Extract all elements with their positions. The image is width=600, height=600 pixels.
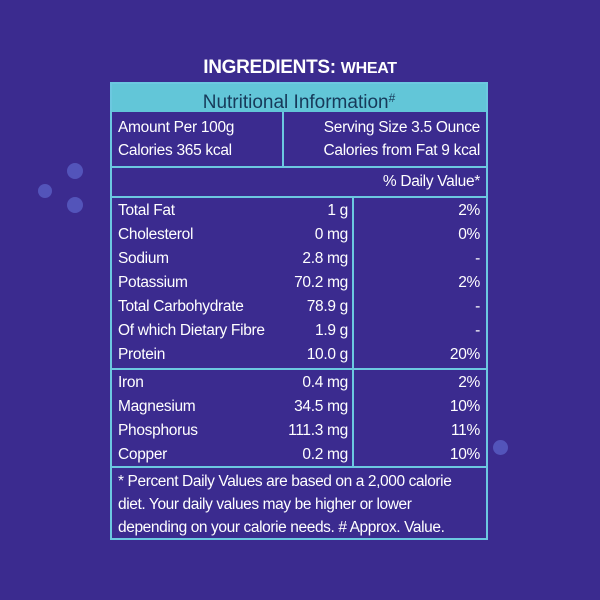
nutrient-amount: 78.9 g [306, 298, 349, 315]
nutrient-name: Cholesterol [118, 226, 194, 243]
nutrient-name: Protein [118, 346, 166, 363]
nutrient-name: Magnesium [118, 398, 196, 415]
nutrient-dv: - [475, 298, 480, 315]
calories: Calories 365 kcal [118, 142, 232, 159]
header-label: Nutritional Information [202, 92, 389, 113]
nutrient-amount: 0 mg [314, 226, 349, 243]
ingredients-title: INGREDIENTS: WHEAT [0, 57, 600, 79]
nutrient-dv: 2% [458, 274, 480, 291]
nutrient-dv: - [475, 322, 480, 339]
nutrient-name: Phosphorus [118, 422, 198, 439]
nutrient-dv: 2% [458, 374, 480, 391]
decorative-dot [67, 163, 83, 179]
nutrient-name: Iron [118, 374, 144, 391]
nutrient-amount: 70.2 mg [294, 274, 348, 291]
footnote: * Percent Daily Values are based on a 2,… [118, 473, 452, 536]
ingredients-label: INGREDIENTS: [203, 57, 336, 78]
nutrient-amount: 1 g [327, 202, 348, 219]
divider [352, 196, 354, 466]
nutrient-amount: 0.2 mg [302, 446, 348, 463]
nutrient-name: Total Fat [118, 202, 175, 219]
nutrient-dv: 20% [449, 346, 480, 363]
nutrient-dv: 10% [449, 398, 480, 415]
header-mark: # [388, 91, 396, 105]
table-header: Nutritional Information# [112, 84, 486, 113]
nutrient-dv: 2% [458, 202, 480, 219]
nutrient-name: Potassium [118, 274, 188, 291]
amount-per: Amount Per 100g [118, 119, 235, 136]
serving-size: Serving Size 3.5 Ounce [323, 119, 481, 136]
nutrient-name: Copper [118, 446, 168, 463]
divider [112, 166, 486, 168]
decorative-dot [38, 184, 52, 198]
nutrient-amount: 2.8 mg [302, 250, 348, 267]
nutrient-dv: 11% [451, 422, 480, 439]
decorative-dot [493, 440, 508, 455]
nutrient-amount: 34.5 mg [294, 398, 348, 415]
nutrient-name: Sodium [118, 250, 169, 267]
nutrient-amount: 111.3 mg [288, 422, 348, 439]
nutrient-dv: - [475, 250, 480, 267]
nutrient-dv: 0% [458, 226, 480, 243]
nutrient-amount: 0.4 mg [302, 374, 348, 391]
nutrient-dv: 10% [449, 446, 480, 463]
calories-from-fat: Calories from Fat 9 kcal [323, 142, 481, 159]
nutrient-name: Total Carbohydrate [118, 298, 244, 315]
divider [112, 466, 486, 468]
decorative-dot [67, 197, 83, 213]
nutrient-amount: 1.9 g [315, 322, 348, 339]
nutrient-amount: 10.0 g [306, 346, 349, 363]
divider [112, 196, 486, 198]
divider [282, 112, 284, 166]
daily-value-label: % Daily Value* [382, 173, 480, 190]
ingredients-value: WHEAT [340, 60, 397, 77]
divider [112, 368, 486, 370]
nutrient-name: Of which Dietary Fibre [118, 322, 265, 339]
nutrition-table: Nutritional Information# Amount Per 100g… [110, 82, 488, 540]
